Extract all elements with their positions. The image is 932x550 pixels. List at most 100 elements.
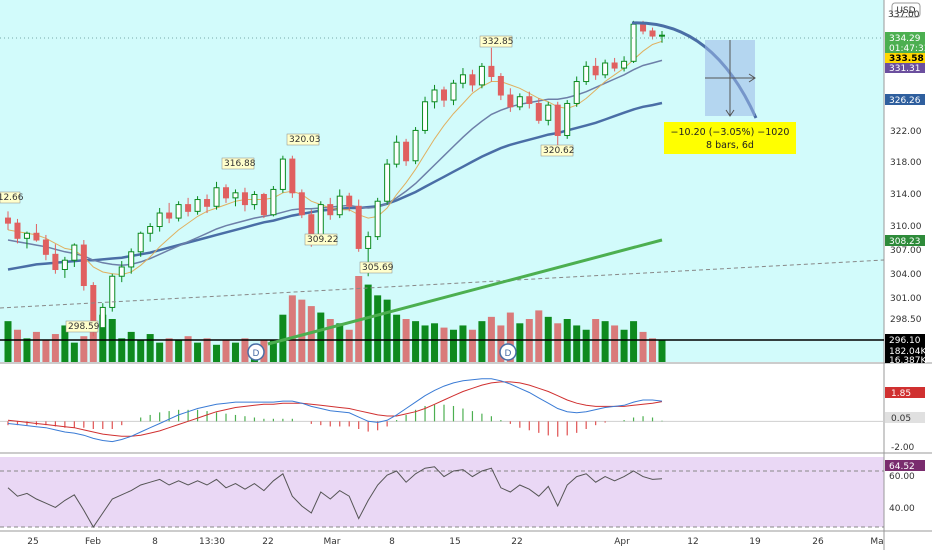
candle-body [659,34,665,37]
volume-bar [639,331,647,362]
candle [52,244,59,274]
price-callout: 298.59 [65,320,100,333]
candle-body [175,204,182,219]
price-axis[interactable]: USD 337.00 322.00 318.00 314.00 310.00 3… [888,2,922,325]
candle-body [507,94,514,108]
time-tick: Mar [324,537,341,547]
volume-bar [146,334,154,362]
volume-bar [61,325,69,362]
candle [23,231,30,249]
candle-body [14,222,21,239]
measure-arrow-head-d [725,109,735,117]
volume-bar [620,329,628,362]
svg-text:332.85: 332.85 [482,37,514,47]
volume-bar [89,329,97,362]
currency-badge[interactable] [891,2,921,18]
svg-text:16.387K: 16.387K [889,356,927,366]
volume-bar [42,340,50,362]
volume-bar [516,323,524,362]
last-price-tag: 334.29 01:47:33 [885,32,929,54]
candle-body [279,158,286,190]
macd-axis: 1.85 0.05 -2.00 [885,387,925,453]
candle-body [118,266,125,277]
candle [545,101,552,126]
volume-bar [497,325,505,362]
candle-body [384,163,391,202]
time-tick: 15 [449,537,460,547]
volume-bar [194,342,202,362]
candle-body [621,60,628,69]
candle-body [554,104,561,136]
candle [526,91,533,109]
svg-text:40.00: 40.00 [889,504,915,514]
candle-body [33,232,40,241]
candle-body [241,192,248,206]
volume-bar [213,344,221,362]
candle-body [365,236,372,249]
candle [42,234,49,261]
candle-body [535,102,542,121]
candle-body [611,62,618,69]
candle [185,197,192,217]
candle [611,57,618,72]
dividend-marker[interactable]: D [247,343,265,361]
candle-body [422,101,429,131]
svg-text:296.10: 296.10 [889,336,921,346]
candle [441,86,447,107]
volume-bar [231,342,239,362]
time-tick: 8 [152,537,158,547]
rsi-indicator [0,466,884,528]
candle-body [573,81,580,104]
volume-bar [364,284,372,362]
candle [374,197,381,240]
candle-body [403,141,410,162]
volume-bar [23,338,31,362]
candle [99,303,106,333]
candle [156,207,163,232]
measure-label-box [664,122,796,154]
candle [14,218,21,244]
vol-ma-tag: 16.387K [885,356,927,366]
volume-bar [478,321,486,362]
candle [232,189,239,207]
svg-text:309.22: 309.22 [307,235,339,245]
candle [478,63,485,89]
svg-text:01:47:33: 01:47:33 [889,44,929,54]
dividend-marker[interactable]: D [499,343,517,361]
candle-body [327,204,334,216]
candle-body [583,65,590,83]
candle [488,47,495,82]
candle [431,84,438,109]
candle [80,240,87,291]
candle [223,184,229,203]
trend-tag: 308.23 [885,235,925,247]
axis-bg [884,0,932,550]
price-callout: 309.22 [304,233,339,246]
volume-bar [279,314,287,362]
price-tick: 314.00 [890,190,922,200]
candle-body [526,96,533,104]
svg-text:312.66: 312.66 [0,193,24,203]
volume-bar [269,340,277,362]
candle [621,56,628,72]
time-axis[interactable]: 25 Feb 8 13:30 22 Mar 8 15 22 Apr 12 19 … [27,537,883,547]
candle-body [488,65,495,77]
candle-body [516,96,523,108]
volume-bar [32,331,40,362]
svg-text:305.69: 305.69 [362,263,394,273]
dashed-trendline [0,259,885,309]
rsi-band [0,457,884,527]
svg-text:331.31: 331.31 [889,64,921,74]
svg-text:1.85: 1.85 [891,389,911,399]
candle-body [412,129,419,162]
candle [175,201,182,222]
volume-bar [336,323,344,362]
volume-bar [573,325,581,362]
svg-text:0.05: 0.05 [891,414,911,424]
svg-text:326.26: 326.26 [889,96,921,106]
volume-bar [374,295,382,362]
macd-signal-line [7,381,663,437]
candle [649,27,656,40]
price-tick: 322.00 [890,127,922,137]
